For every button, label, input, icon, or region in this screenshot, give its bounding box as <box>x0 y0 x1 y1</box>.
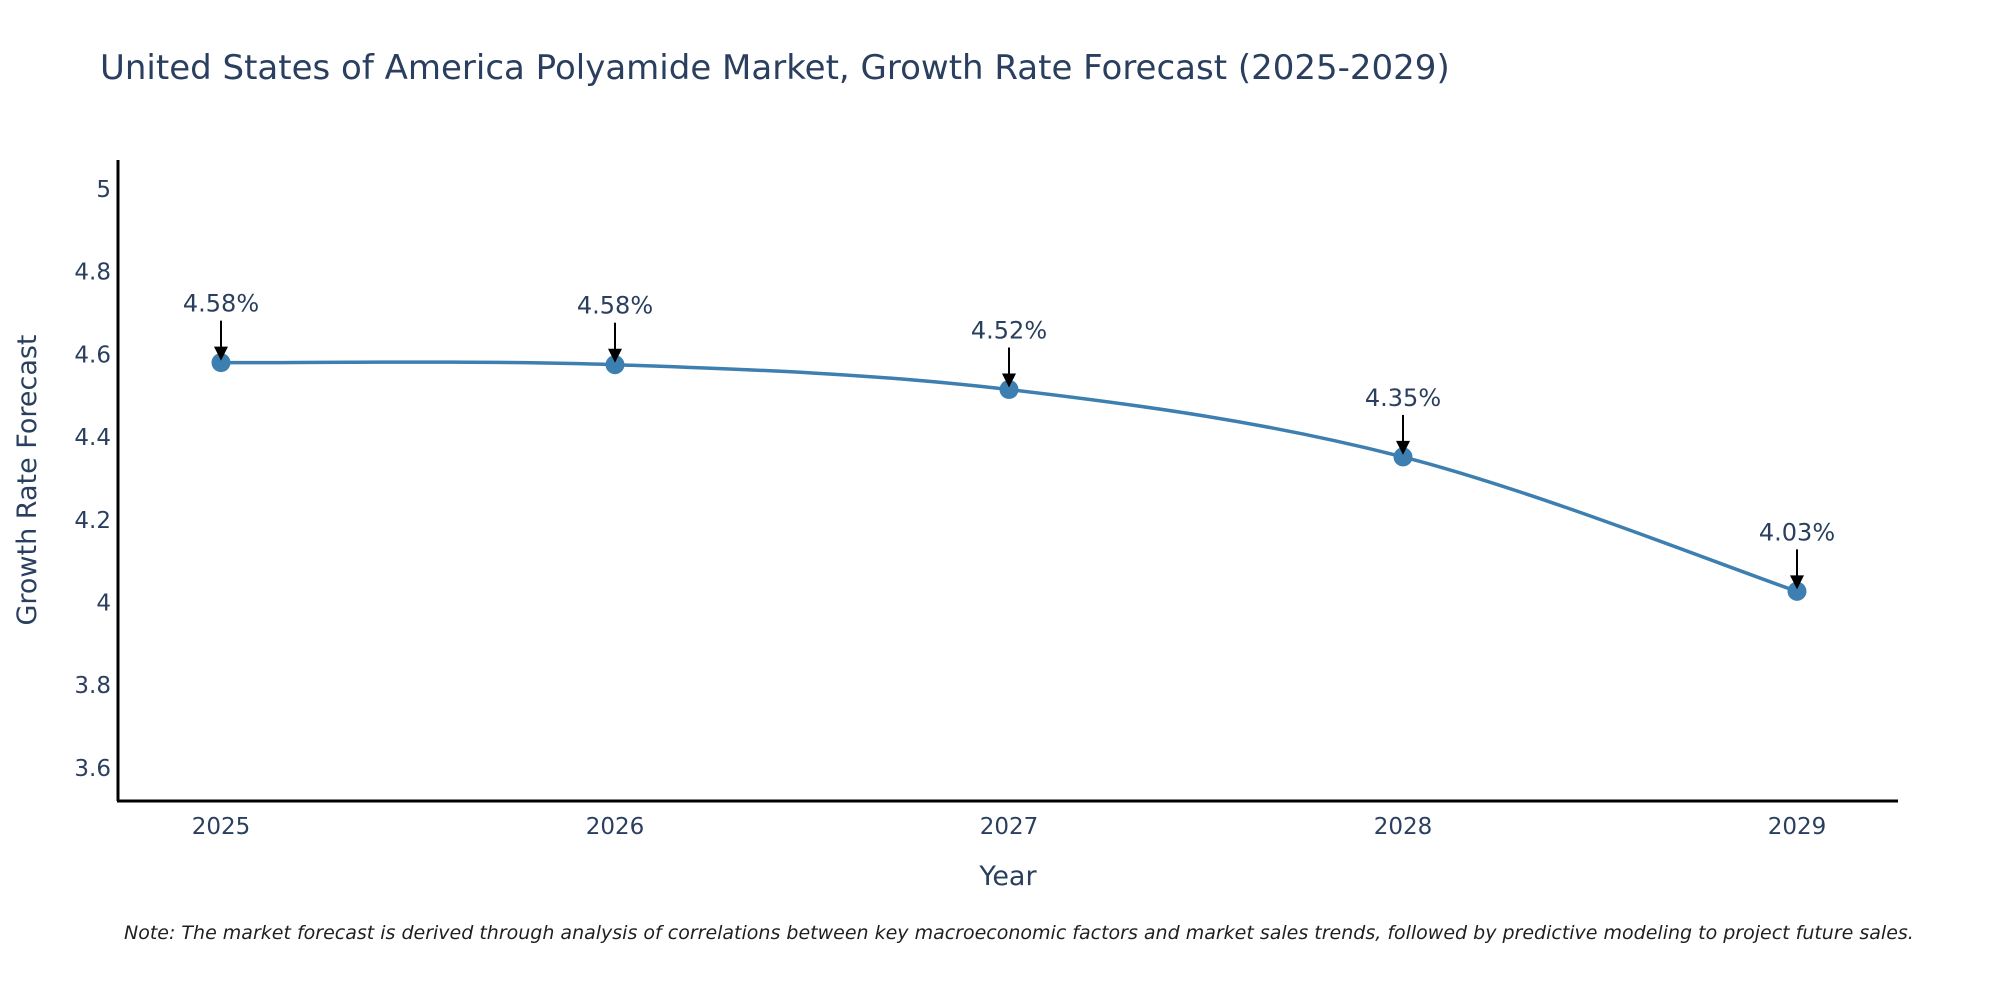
y-tick-label: 4.6 <box>74 342 111 368</box>
y-axis-ticks: 3.6 3.8 4 4.2 4.4 4.6 4.8 5 <box>74 177 111 782</box>
data-annotations: 4.58% 4.58% 4.52% 4.35% 4.03% <box>183 290 1835 590</box>
data-label: 4.58% <box>577 292 653 320</box>
y-tick-label: 5 <box>96 177 111 203</box>
data-label: 4.03% <box>1759 518 1835 546</box>
chart-note: Note: The market forecast is derived thr… <box>124 922 1914 944</box>
x-tick-label: 2027 <box>980 814 1039 840</box>
y-axis-title: Growth Rate Forecast <box>12 334 43 625</box>
x-tick-label: 2026 <box>586 814 645 840</box>
data-point <box>1787 581 1807 601</box>
annotation-arrow-head <box>1002 373 1016 388</box>
data-point <box>211 353 231 373</box>
data-label: 4.52% <box>971 317 1047 345</box>
x-tick-label: 2028 <box>1374 814 1433 840</box>
data-point <box>605 355 625 375</box>
x-tick-label: 2029 <box>1768 814 1827 840</box>
data-point <box>999 380 1019 400</box>
annotation-arrow-head <box>1790 575 1804 590</box>
y-tick-label: 4.8 <box>74 260 111 286</box>
y-tick-label: 3.6 <box>74 756 111 782</box>
y-tick-label: 4.2 <box>74 508 111 534</box>
data-points <box>211 353 1807 601</box>
data-point <box>1393 447 1413 467</box>
y-tick-label: 3.8 <box>74 673 111 699</box>
x-axis-title: Year <box>978 861 1037 892</box>
x-tick-label: 2025 <box>192 814 251 840</box>
annotation-arrow-head <box>1396 440 1410 455</box>
y-tick-label: 4 <box>96 590 111 616</box>
data-label: 4.58% <box>183 290 259 318</box>
annotation-arrow-head <box>608 348 622 363</box>
data-label: 4.35% <box>1365 384 1441 412</box>
x-axis-ticks: 2025 2026 2027 2028 2029 <box>192 814 1827 840</box>
chart-title: United States of America Polyamide Marke… <box>100 48 1450 88</box>
y-tick-label: 4.4 <box>74 425 111 451</box>
annotation-arrow-head <box>214 346 228 361</box>
